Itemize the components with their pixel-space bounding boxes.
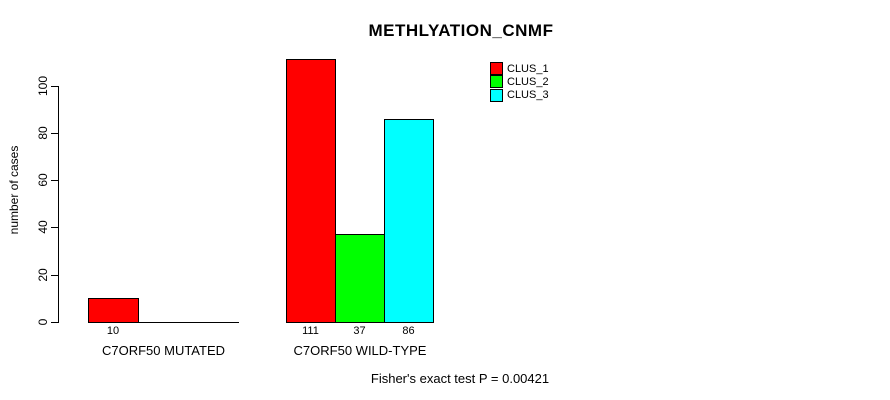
y-axis-tick-label: 60 [36, 173, 50, 187]
y-axis-tick-label: 0 [36, 318, 50, 326]
category-label-c7orf50-wild-type: C7ORF50 WILD-TYPE [293, 343, 427, 358]
category-label-c7orf50-mutated: C7ORF50 MUTATED [101, 343, 226, 358]
bar-value-label: 37 [353, 325, 366, 337]
y-axis-tick-label: 40 [36, 220, 50, 235]
bar-clus-2-c7orf50-wild-type [335, 234, 385, 323]
legend-item-clus-3: CLUS_3 [490, 88, 549, 102]
y-axis-tick [51, 180, 58, 182]
bar-value-label: 86 [402, 325, 415, 337]
y-axis-line [58, 85, 59, 323]
y-axis-tick-label: 100 [36, 75, 50, 96]
y-axis-title: number of cases [7, 145, 21, 235]
legend-label: CLUS_2 [507, 75, 549, 88]
fisher-test-annotation: Fisher's exact test P = 0.00421 [370, 371, 550, 386]
y-axis-tick [51, 227, 58, 229]
bar-value-label: 10 [106, 325, 120, 337]
y-axis-tick [51, 274, 58, 276]
bar-clus-1-c7orf50-wild-type [286, 59, 336, 323]
y-axis-tick [51, 85, 58, 87]
y-axis-tick-label: 20 [36, 268, 50, 282]
legend-color-swatch [490, 75, 503, 89]
bar-clus-3-c7orf50-wild-type [384, 119, 434, 323]
bar-clus-2-c7orf50-mutated-zero-line [138, 322, 189, 323]
bar-clus-1-c7orf50-mutated [88, 298, 139, 323]
legend-item-clus-2: CLUS_2 [490, 75, 549, 89]
legend-item-clus-1: CLUS_1 [490, 62, 549, 75]
y-axis-tick-label: 80 [36, 126, 50, 140]
legend-color-swatch [490, 88, 503, 102]
bar-value-label: 111 [302, 325, 319, 337]
y-axis-tick [51, 132, 58, 134]
chart-title: METHLYATION_CNMF [368, 21, 554, 40]
legend-label: CLUS_3 [507, 89, 549, 102]
bar-clus-3-c7orf50-mutated-zero-line [188, 322, 239, 323]
legend-color-swatch [490, 62, 503, 75]
legend-label: CLUS_1 [507, 62, 549, 75]
y-axis-tick [51, 322, 58, 323]
